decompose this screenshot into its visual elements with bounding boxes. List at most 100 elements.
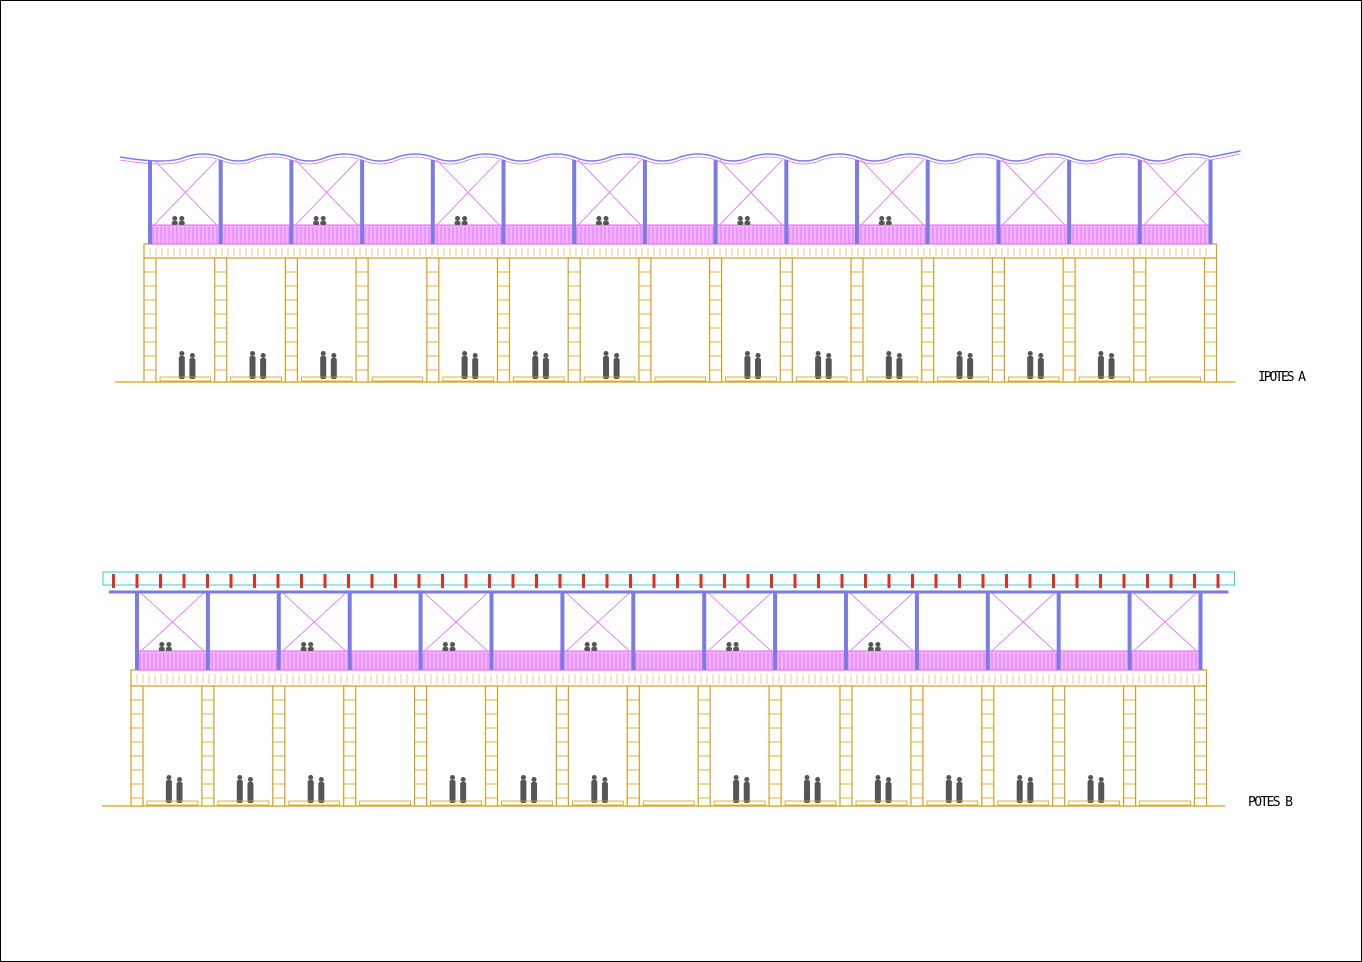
person	[737, 221, 744, 225]
person	[591, 647, 598, 651]
upper-post	[1067, 160, 1072, 244]
upper-post	[1127, 593, 1132, 670]
person	[449, 780, 456, 803]
rafter	[441, 574, 444, 588]
person	[301, 642, 307, 647]
person	[603, 216, 609, 221]
person	[886, 777, 892, 782]
person	[260, 353, 266, 358]
brace	[566, 592, 630, 652]
person	[318, 782, 325, 803]
bench	[937, 376, 989, 382]
rafter	[840, 574, 844, 588]
upper-post	[1208, 160, 1213, 244]
person	[874, 647, 881, 651]
person	[804, 780, 811, 803]
rafter	[300, 574, 303, 588]
person	[237, 775, 243, 780]
brace	[1143, 159, 1207, 226]
person	[896, 358, 903, 379]
person	[867, 647, 874, 651]
column	[130, 685, 144, 807]
person	[744, 777, 750, 782]
person	[450, 775, 456, 780]
rafter	[770, 574, 773, 588]
person	[542, 358, 549, 379]
column	[343, 685, 357, 807]
person	[1087, 780, 1094, 803]
rafter	[605, 574, 609, 588]
bench	[359, 800, 412, 806]
brace	[282, 592, 346, 652]
bench	[146, 800, 199, 806]
person	[442, 642, 448, 647]
upper-post	[844, 593, 848, 670]
person	[176, 782, 183, 803]
person	[1109, 353, 1115, 358]
brace	[1002, 159, 1066, 226]
bench	[713, 800, 766, 806]
bench	[997, 800, 1050, 806]
column	[555, 685, 570, 807]
upper-post	[713, 160, 718, 244]
upper-post	[914, 593, 919, 670]
rafter	[206, 574, 209, 588]
person	[461, 221, 468, 225]
roof-fascia	[102, 571, 1235, 586]
person	[601, 782, 608, 803]
rafter	[1075, 574, 1079, 588]
bench	[230, 376, 282, 382]
floor-beam	[143, 243, 1218, 259]
upper-post	[631, 593, 636, 670]
brace	[153, 159, 217, 226]
person	[462, 216, 468, 221]
person	[1098, 782, 1105, 803]
person	[300, 647, 307, 651]
person	[1088, 775, 1094, 780]
person	[956, 777, 962, 782]
bench	[583, 376, 636, 382]
person	[733, 647, 740, 651]
person	[814, 782, 821, 803]
person	[189, 358, 196, 379]
column	[355, 257, 369, 383]
person	[875, 642, 881, 647]
person	[520, 780, 527, 803]
person	[1037, 358, 1044, 379]
column	[626, 685, 640, 807]
upper-post	[218, 160, 223, 244]
column	[1193, 685, 1208, 807]
person	[733, 775, 739, 780]
rafter	[582, 574, 585, 588]
person	[896, 353, 902, 358]
brace	[436, 159, 500, 226]
person	[613, 358, 620, 379]
person	[733, 780, 740, 803]
person	[875, 775, 881, 780]
person	[591, 780, 598, 803]
upper-post	[996, 160, 1001, 244]
column	[143, 257, 157, 383]
person	[886, 216, 892, 221]
person	[313, 221, 320, 225]
person	[603, 221, 610, 225]
person	[868, 642, 874, 647]
person	[460, 782, 467, 803]
upper-post	[276, 593, 281, 670]
column	[414, 685, 428, 807]
person	[247, 782, 254, 803]
person	[189, 353, 195, 358]
person	[885, 782, 892, 803]
brace	[707, 592, 772, 652]
column	[839, 685, 853, 807]
person	[1016, 780, 1023, 803]
column	[272, 685, 286, 807]
bench	[855, 800, 908, 806]
column	[214, 257, 228, 383]
floor-beam	[130, 669, 1208, 687]
person	[532, 356, 539, 379]
bench	[795, 376, 848, 382]
rafter	[511, 574, 515, 588]
bench	[371, 376, 424, 382]
